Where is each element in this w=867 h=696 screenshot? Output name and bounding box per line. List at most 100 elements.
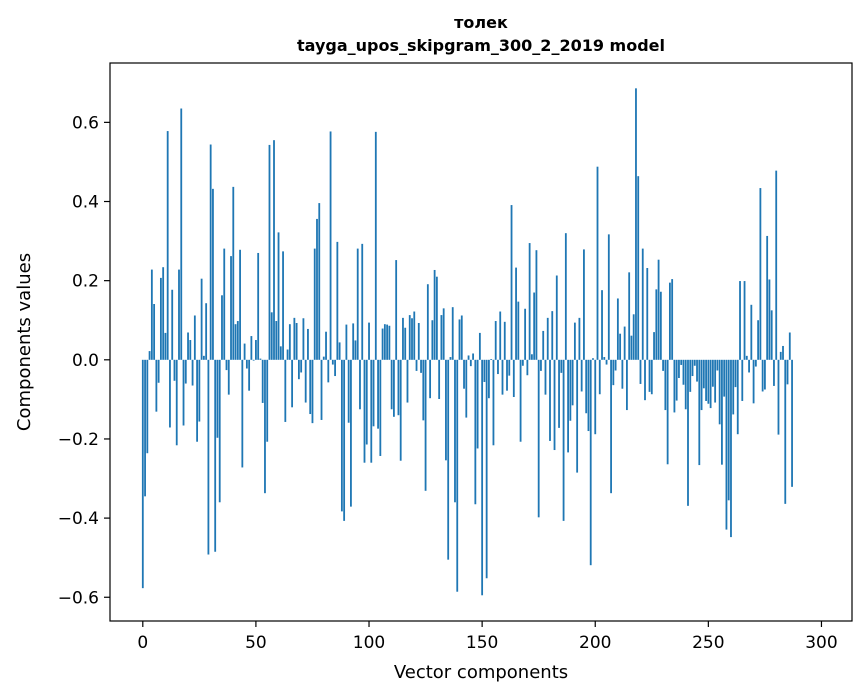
bar-50 — [255, 340, 257, 360]
bar-264 — [739, 281, 741, 360]
bar-270 — [752, 359, 755, 404]
bar-113 — [397, 359, 400, 416]
bar-193 — [578, 317, 581, 360]
bar-222 — [644, 359, 646, 401]
bar-170 — [526, 359, 529, 376]
bar-146 — [472, 353, 474, 360]
y-axis-ticks: −0.6 −0.4 −0.2 0.0 0.2 0.4 0.6 — [58, 113, 110, 608]
bar-229 — [659, 291, 662, 360]
bar-107 — [383, 324, 386, 360]
bar-99 — [365, 359, 368, 445]
bar-129 — [433, 269, 436, 360]
bar-115 — [402, 317, 404, 360]
bar-2 — [146, 359, 149, 454]
bar-247 — [700, 359, 703, 411]
bar-225 — [650, 359, 653, 395]
bar-239 — [682, 359, 685, 385]
bar-104 — [377, 359, 379, 429]
plot-area-frame — [109, 62, 853, 622]
bar-25 — [198, 359, 201, 422]
bar-160 — [503, 321, 506, 360]
bar-87 — [338, 342, 341, 360]
bar-190 — [571, 359, 574, 406]
bar-100 — [368, 322, 370, 360]
bar-284 — [784, 359, 787, 504]
bar-5 — [153, 304, 156, 360]
bar-211 — [619, 333, 622, 360]
y-tick-label-6: 0.6 — [72, 113, 99, 133]
bar-161 — [506, 359, 508, 391]
bar-53 — [261, 359, 264, 403]
bar-169 — [524, 308, 527, 360]
bar-124 — [422, 359, 425, 421]
bar-48 — [250, 336, 253, 360]
bar-208 — [612, 359, 615, 386]
bar-120 — [413, 311, 416, 360]
bar-93 — [352, 323, 355, 360]
y-tick-label-3: 0.0 — [72, 351, 99, 371]
bar-269 — [750, 304, 753, 360]
bar-196 — [585, 359, 588, 414]
bar-188 — [567, 359, 569, 453]
bar-258 — [725, 359, 728, 530]
bar-256 — [721, 359, 723, 465]
bar-43 — [239, 249, 241, 360]
bar-171 — [528, 243, 531, 360]
bar-109 — [388, 325, 391, 360]
bar-213 — [623, 326, 626, 360]
bar-37 — [225, 359, 228, 371]
x-tick-label-0: 0 — [137, 633, 148, 653]
bar-159 — [501, 359, 504, 395]
bar-142 — [463, 359, 465, 389]
bar-81 — [325, 331, 327, 360]
bar-181 — [551, 311, 554, 360]
bar-275 — [764, 359, 766, 390]
bar-117 — [406, 359, 409, 403]
bar-97 — [361, 243, 364, 360]
bar-272 — [757, 320, 760, 360]
bar-90 — [345, 324, 348, 360]
bar-280 — [775, 170, 778, 360]
bar-66 — [291, 359, 294, 408]
bar-194 — [580, 359, 583, 392]
bar-231 — [664, 359, 667, 411]
x-tick-label-50: 50 — [245, 633, 267, 653]
bar-112 — [395, 260, 398, 360]
bar-162 — [508, 359, 511, 376]
x-tick-label-250: 250 — [692, 633, 724, 653]
bar-241 — [687, 359, 689, 506]
bar-135 — [447, 359, 450, 560]
bar-49 — [252, 359, 255, 361]
bar-29 — [207, 359, 210, 555]
x-tick-label-100: 100 — [353, 633, 385, 653]
y-tick-label-1: −0.4 — [58, 509, 99, 529]
bar-45 — [243, 343, 246, 360]
bar-212 — [621, 359, 624, 389]
bar-246 — [698, 359, 701, 466]
bar-266 — [743, 281, 746, 360]
bar-83 — [329, 131, 332, 360]
bar-11 — [166, 131, 169, 360]
bar-174 — [535, 250, 538, 360]
bar-166 — [517, 301, 520, 360]
bar-111 — [393, 359, 395, 417]
bar-61 — [279, 346, 282, 360]
bar-64 — [286, 349, 289, 360]
bar-56 — [268, 144, 271, 360]
bar-12 — [169, 359, 171, 428]
bar-134 — [445, 359, 447, 461]
bar-147 — [474, 359, 477, 505]
bar-184 — [558, 359, 560, 428]
bar-73 — [307, 328, 309, 360]
bar-130 — [435, 276, 438, 360]
bar-183 — [555, 275, 558, 360]
bar-13 — [171, 289, 174, 360]
bar-85 — [334, 359, 336, 377]
chart-title-line-2: tayga_upos_skipgram_300_2_2019 model — [297, 36, 665, 55]
bar-34 — [218, 359, 221, 503]
bar-106 — [381, 328, 384, 360]
bar-219 — [637, 176, 640, 360]
bar-59 — [275, 321, 278, 360]
bar-54 — [264, 359, 266, 494]
bar-277 — [768, 279, 771, 360]
